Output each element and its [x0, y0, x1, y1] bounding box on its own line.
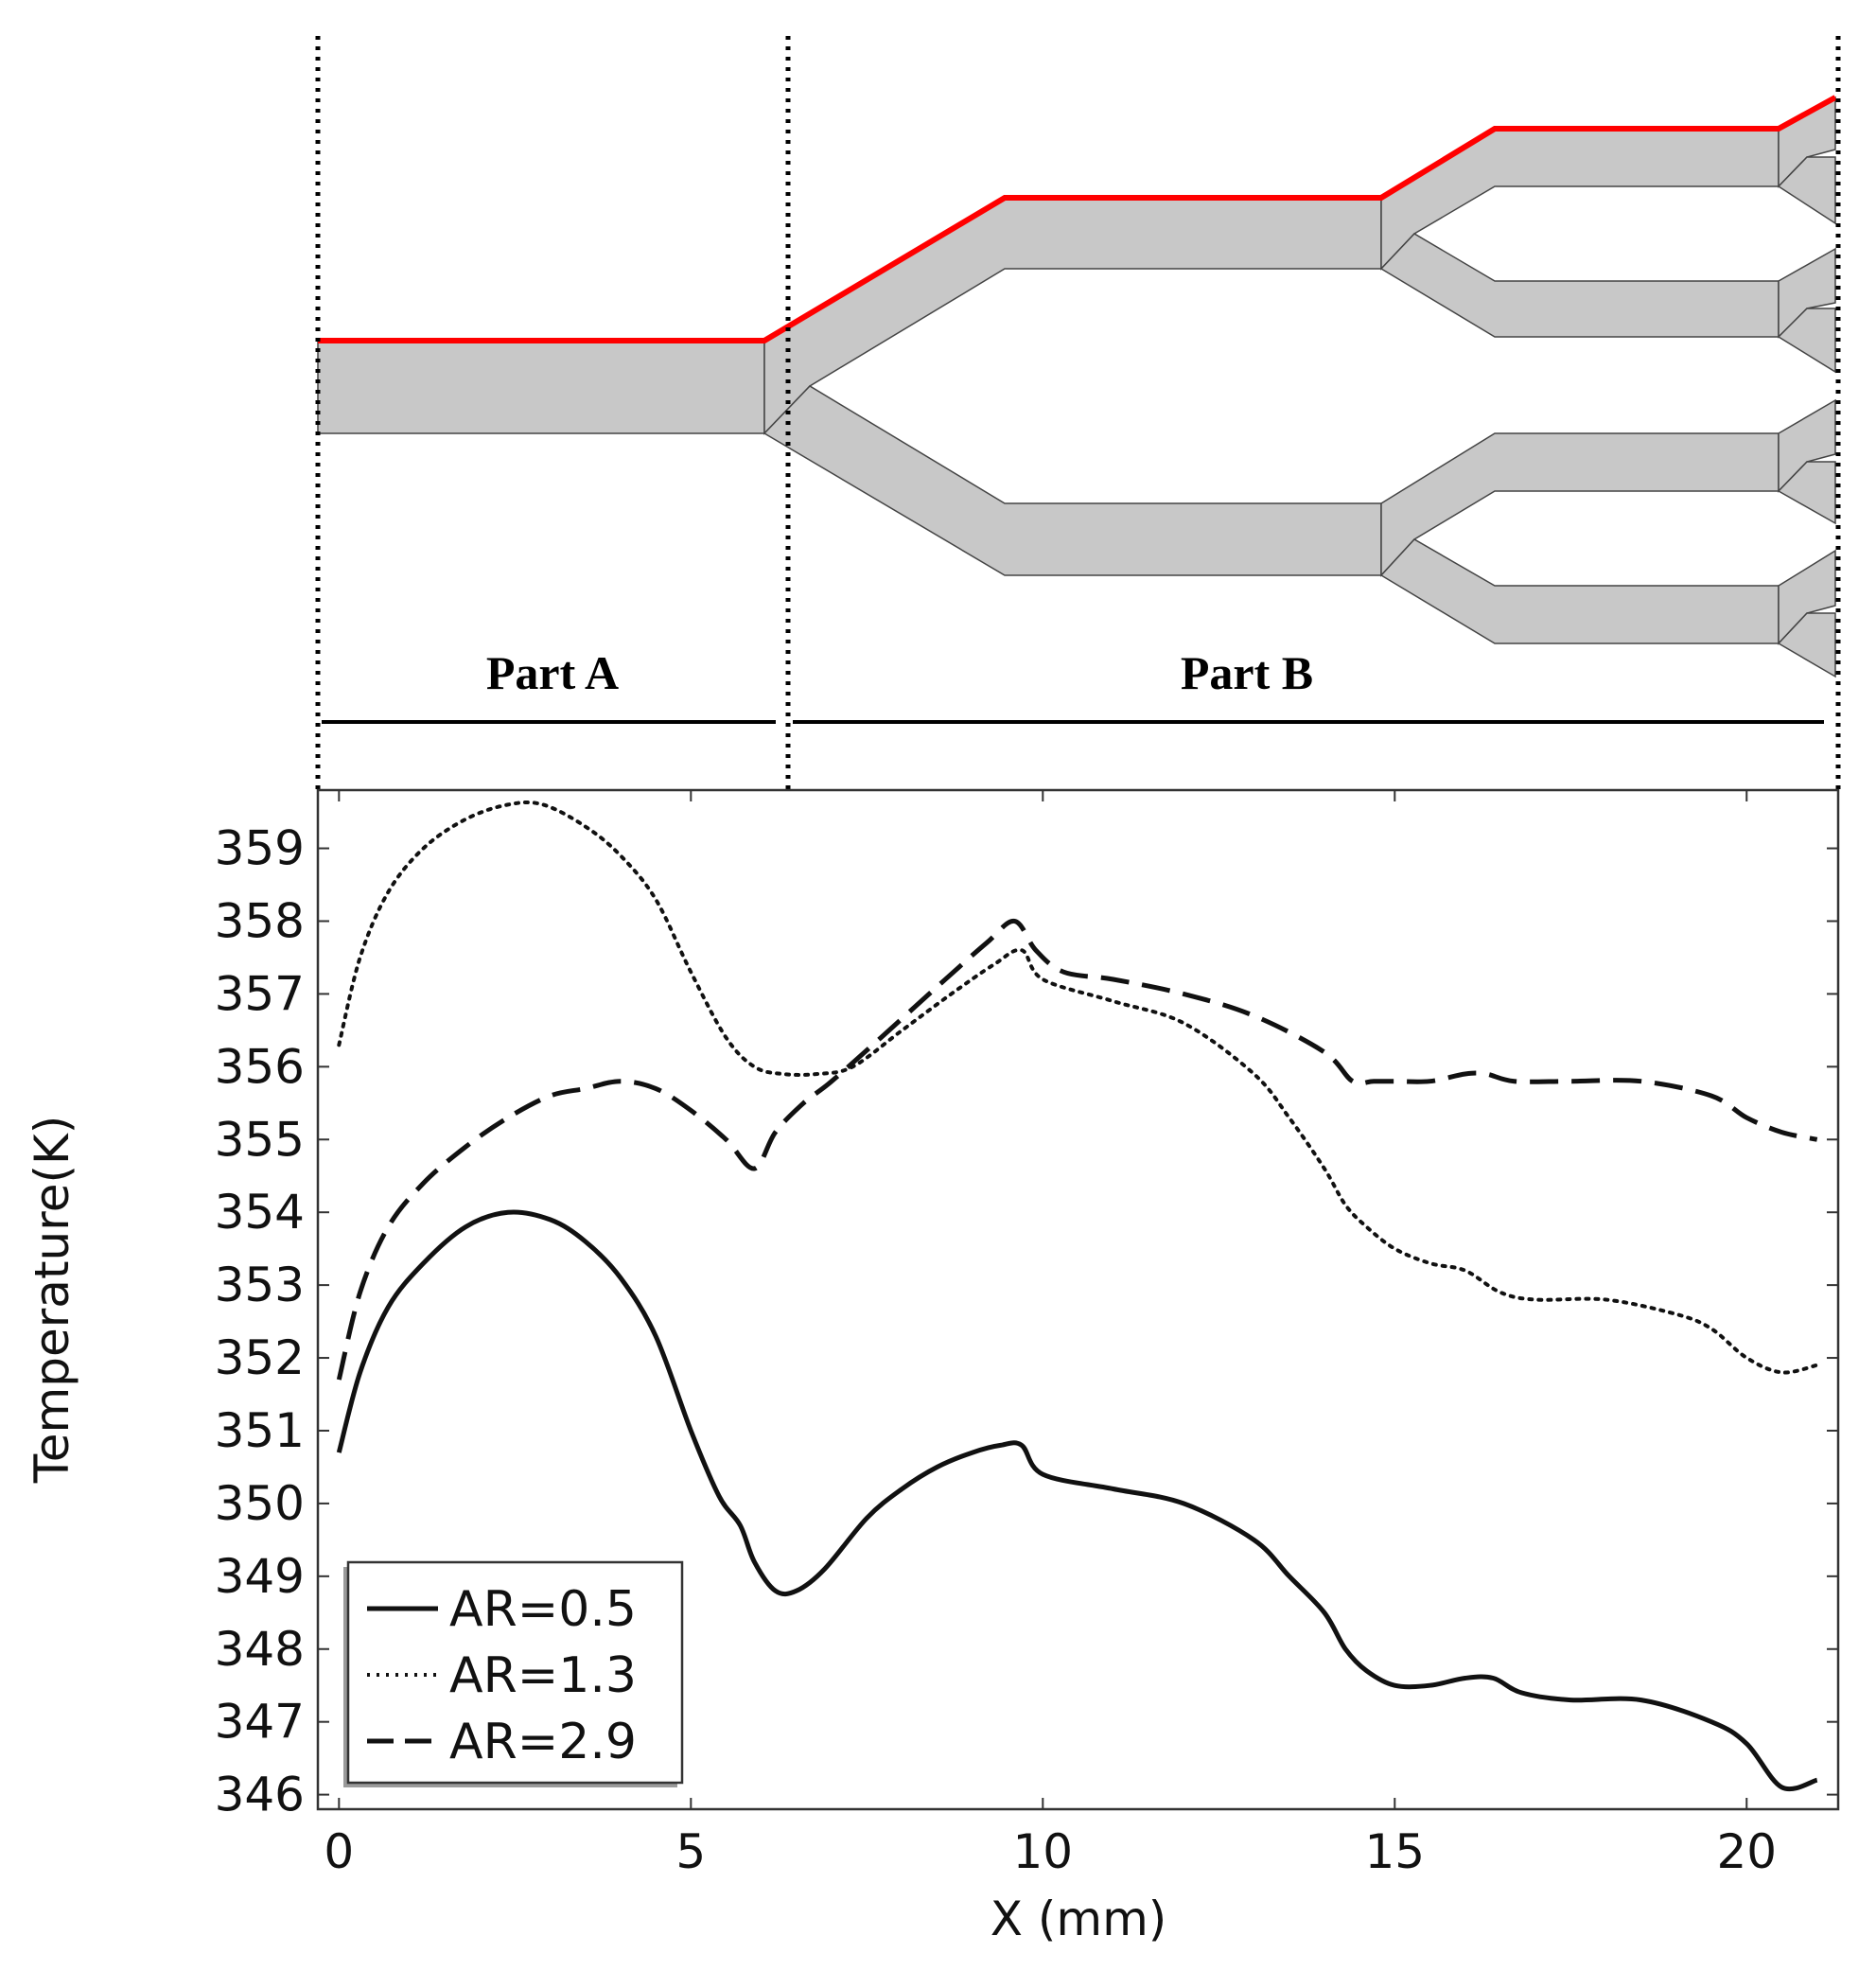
- heated-wall-line: [318, 95, 1837, 343]
- y-tick-label-348: 348: [215, 1622, 305, 1677]
- channel-first-branch-upper: [763, 197, 1382, 435]
- channel-second-branch-1: [1380, 128, 1780, 271]
- x-tick-label-20: 20: [1716, 1824, 1777, 1879]
- x-axis: 0 5 10 15 20: [324, 790, 1777, 1879]
- y-tick-label-358: 358: [215, 893, 305, 948]
- y-tick-label-346: 346: [215, 1768, 305, 1822]
- legend-box: [346, 1560, 684, 1785]
- y-tick-label-359: 359: [215, 821, 305, 876]
- legend-label-ar-1-3: AR=1.3: [449, 1647, 637, 1704]
- legend: AR=0.5 AR=1.3 AR=2.9: [343, 1560, 684, 1787]
- y-tick-label-352: 352: [215, 1330, 305, 1385]
- x-tick-label-5: 5: [675, 1824, 706, 1879]
- channel-third-branch-5: [1778, 398, 1836, 493]
- part-b-label: Part B: [1181, 646, 1313, 699]
- channel-part-a: [317, 340, 765, 434]
- y-tick-label-350: 350: [215, 1476, 305, 1531]
- y-tick-label-356: 356: [215, 1039, 305, 1094]
- channel-third-branch-6: [1777, 461, 1836, 525]
- channel-third-branch-4: [1777, 308, 1836, 374]
- x-axis-title: X (mm): [991, 1892, 1167, 1946]
- part-a-label: Part A: [486, 646, 619, 699]
- channel-third-branch-3: [1778, 247, 1836, 339]
- y-tick-label-351: 351: [215, 1403, 305, 1458]
- legend-label-ar-0-5: AR=0.5: [449, 1581, 637, 1638]
- channel-second-branch-2: [1379, 233, 1780, 338]
- channel-third-branch-8: [1777, 612, 1836, 678]
- channel-third-branch-7: [1778, 549, 1836, 645]
- y-tick-label-347: 347: [215, 1695, 305, 1750]
- series-lines: [336, 800, 1819, 1792]
- channel-diagram: Part A Part B: [315, 36, 1841, 790]
- y-tick-label-357: 357: [215, 966, 305, 1021]
- plot-frame: [316, 788, 1840, 1811]
- series-line-ar-2-9: [336, 918, 1818, 1381]
- y-tick-label-349: 349: [215, 1549, 305, 1604]
- channel-third-branch-2: [1777, 156, 1836, 225]
- x-tick-label-10: 10: [1012, 1824, 1073, 1879]
- channel-first-branch-lower: [763, 385, 1382, 576]
- temperature-chart: 0 5 10 15 20 3463473483493503513523533543553…: [25, 788, 1840, 1946]
- series-line-ar-0-5: [336, 1209, 1818, 1792]
- x-tick-label-0: 0: [324, 1824, 354, 1879]
- channel-second-branch-4: [1379, 538, 1780, 644]
- y-axis: 346 347 348 349 350 351 352 353 354 355 356 357 358 3…: [215, 821, 1838, 1822]
- y-tick-label-353: 353: [215, 1258, 305, 1312]
- x-tick-label-15: 15: [1364, 1824, 1425, 1879]
- y-tick-label-354: 354: [215, 1185, 305, 1240]
- series-line-ar-1-3: [337, 800, 1819, 1375]
- y-axis-title: Temperature(K): [25, 1116, 79, 1485]
- y-tick-label-355: 355: [215, 1112, 305, 1167]
- legend-label-ar-2-9: AR=2.9: [449, 1714, 637, 1770]
